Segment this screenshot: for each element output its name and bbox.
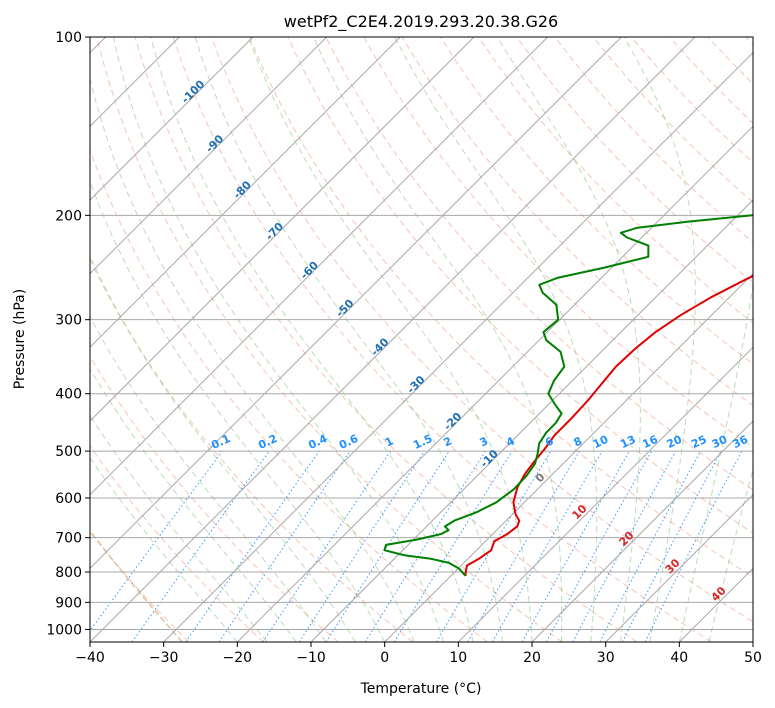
dry-adiabat-line: [325, 37, 753, 491]
mixing-ratio-line: [545, 450, 653, 642]
chart-title: wetPf2_C2E4.2019.293.20.38.G26: [284, 12, 558, 32]
series-group: [383, 214, 753, 577]
x-tick-label: −10: [296, 650, 326, 666]
dry-adiabat-line: [210, 37, 753, 623]
moist-adiabat-line: [496, 37, 641, 642]
background-lines: [90, 37, 753, 642]
moist-adiabat-line: [678, 282, 753, 642]
isotherm-line: [90, 37, 549, 496]
mixing-ratio-label: 16: [640, 433, 660, 451]
y-tick-label: 200: [55, 208, 82, 224]
mixing-ratio-line: [572, 450, 677, 642]
mixing-ratio-line: [393, 450, 513, 642]
isotherm-line: [90, 37, 696, 642]
mixing-ratio-line: [521, 450, 630, 642]
dry-adiabat-line: [134, 37, 638, 642]
isotherm-line: [90, 37, 401, 349]
mixing-ratio-label: 30: [710, 433, 730, 451]
moist-adiabat-line: [112, 37, 445, 642]
y-tick-label: 700: [55, 531, 82, 547]
moist-adiabat-line: [150, 37, 474, 642]
moist-adiabat-line: [313, 37, 563, 642]
mixing-ratio-label: 13: [618, 433, 637, 451]
mixing-ratio-label: 20: [665, 433, 685, 451]
isotherm-line: [384, 272, 753, 642]
y-axis-label: Pressure (hPa): [12, 289, 28, 389]
x-tick-label: 30: [597, 650, 615, 666]
isotherm-line: [90, 37, 254, 201]
dry-adiabat-line: [90, 445, 264, 642]
mixing-ratio-line: [90, 450, 223, 632]
x-tick-label: 20: [523, 650, 541, 666]
y-tick-label: 500: [55, 444, 82, 460]
y-tick-label: 900: [55, 595, 82, 611]
moist-adiabat-line: [708, 467, 753, 642]
moist-adiabat-line: [90, 457, 238, 642]
dry-adiabat-line: [249, 37, 753, 578]
isotherm-line: [236, 125, 753, 642]
mixing-ratio-line: [185, 450, 320, 642]
isotherm-line: [90, 37, 328, 275]
mixing-ratio-line: [298, 450, 425, 642]
isotherm-line: [90, 37, 622, 570]
dry-adiabat-line: [90, 355, 339, 642]
highlight-adiabat-line: [90, 529, 183, 642]
mixing-ratio-line: [325, 450, 450, 642]
mixing-ratio-line: [644, 450, 743, 642]
dry-adiabat-line: [96, 37, 563, 642]
dry-adiabat-line: [172, 37, 712, 642]
isotherm-line: [457, 346, 753, 642]
moist-adiabat-line: [194, 37, 503, 642]
moist-adiabat-line: [90, 254, 356, 642]
moist-adiabat-line: [247, 37, 533, 642]
x-tick-label: 10: [449, 650, 467, 666]
x-tick-label: 50: [744, 650, 762, 666]
x-tick-label: 0: [380, 650, 389, 666]
mixing-ratio-label: 25: [689, 433, 708, 451]
y-tick-label: 400: [55, 387, 82, 403]
moist-adiabat-line: [90, 315, 327, 642]
moist-adiabat-line: [90, 76, 415, 642]
y-tick-label: 1000: [46, 622, 82, 638]
dewpoint-profile-line: [383, 214, 753, 577]
mixing-ratio-label: 10: [591, 433, 611, 451]
moist-adiabat-line: [623, 37, 696, 642]
dry-adiabat-line: [516, 37, 753, 284]
x-tick-label: −30: [149, 650, 179, 666]
mixing-ratio-line: [131, 450, 270, 642]
dry-adiabat-line: [90, 258, 414, 642]
x-axis: −40 −30 −20 −10 0 10 20 30 40 50: [75, 642, 762, 666]
y-axis: 100 200 300 400 500 600 700 800 900 1000: [46, 30, 90, 638]
moist-adiabat-line: [90, 367, 297, 642]
mixing-ratio-line: [218, 450, 351, 642]
x-tick-label: −20: [223, 650, 253, 666]
moist-adiabat-line: [394, 37, 598, 642]
temperature-profile-line: [464, 274, 753, 576]
y-tick-label: 800: [55, 565, 82, 581]
mixing-ratio-label: 36: [731, 433, 751, 451]
y-tick-label: 100: [55, 30, 82, 46]
mixing-ratio-line: [262, 450, 392, 642]
x-axis-label: Temperature (°C): [360, 681, 482, 697]
y-tick-label: 300: [55, 313, 82, 329]
plot-frame: [89, 36, 754, 643]
x-tick-label: 40: [670, 650, 688, 666]
isotherm-line: [163, 51, 753, 642]
moist-adiabat-line: [90, 414, 268, 642]
isotherm-line: [90, 37, 475, 422]
isotherm-line: [531, 420, 753, 642]
isotherm-line: [605, 493, 753, 642]
dry-adiabat-line: [287, 37, 753, 534]
x-tick-label: −40: [75, 650, 105, 666]
grid-lines: [90, 37, 753, 642]
y-tick-label: 600: [55, 491, 82, 507]
